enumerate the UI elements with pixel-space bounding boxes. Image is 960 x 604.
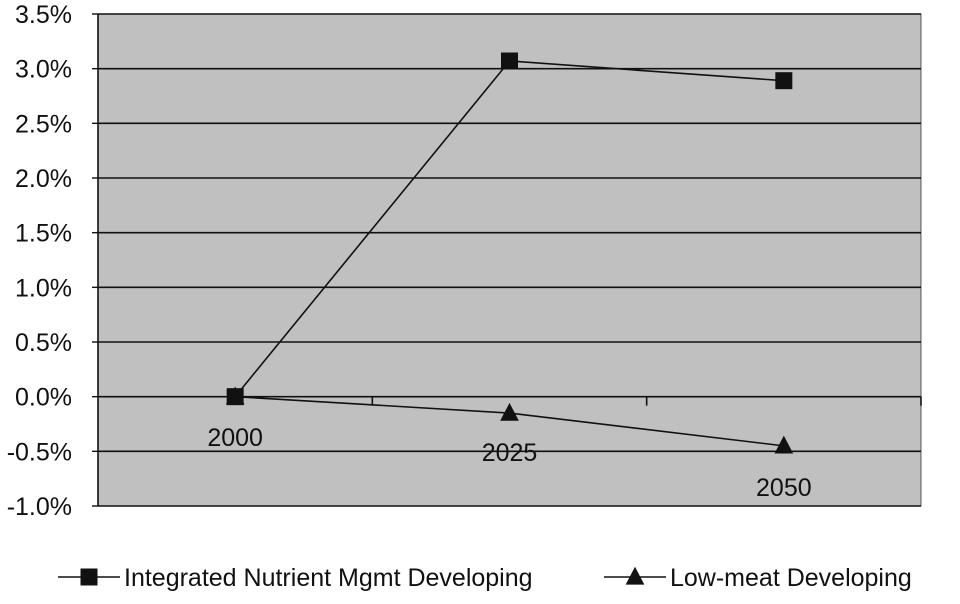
data-point-triangle <box>225 386 245 405</box>
y-tick-label: 0.5% <box>15 329 72 357</box>
y-tick-label: 0.0% <box>15 384 72 412</box>
y-tick-label: 2.0% <box>15 165 72 193</box>
data-point-triangle <box>774 435 794 454</box>
plot-area <box>97 13 922 507</box>
legend-marker-triangle <box>625 566 645 585</box>
x-tick-label: 2025 <box>482 439 538 467</box>
legend-label: Low-meat Developing <box>670 564 912 592</box>
legend-label: Integrated Nutrient Mgmt Developing <box>124 564 533 592</box>
legend-marker-square <box>80 568 98 586</box>
data-point-square <box>501 52 518 70</box>
x-tick-label: 2050 <box>756 474 812 502</box>
y-tick-label: 1.0% <box>15 274 72 302</box>
data-point-triangle <box>500 402 519 421</box>
x-tick-label: 2000 <box>207 424 263 452</box>
y-tick-label: 3.5% <box>15 1 72 29</box>
y-tick-label: 3.0% <box>15 56 72 84</box>
y-tick-label: -1.0% <box>7 493 72 521</box>
y-tick-label: 1.5% <box>15 220 72 248</box>
data-point-square <box>775 72 793 90</box>
y-tick-label: 2.5% <box>15 110 72 138</box>
y-tick-label: -0.5% <box>7 438 72 466</box>
